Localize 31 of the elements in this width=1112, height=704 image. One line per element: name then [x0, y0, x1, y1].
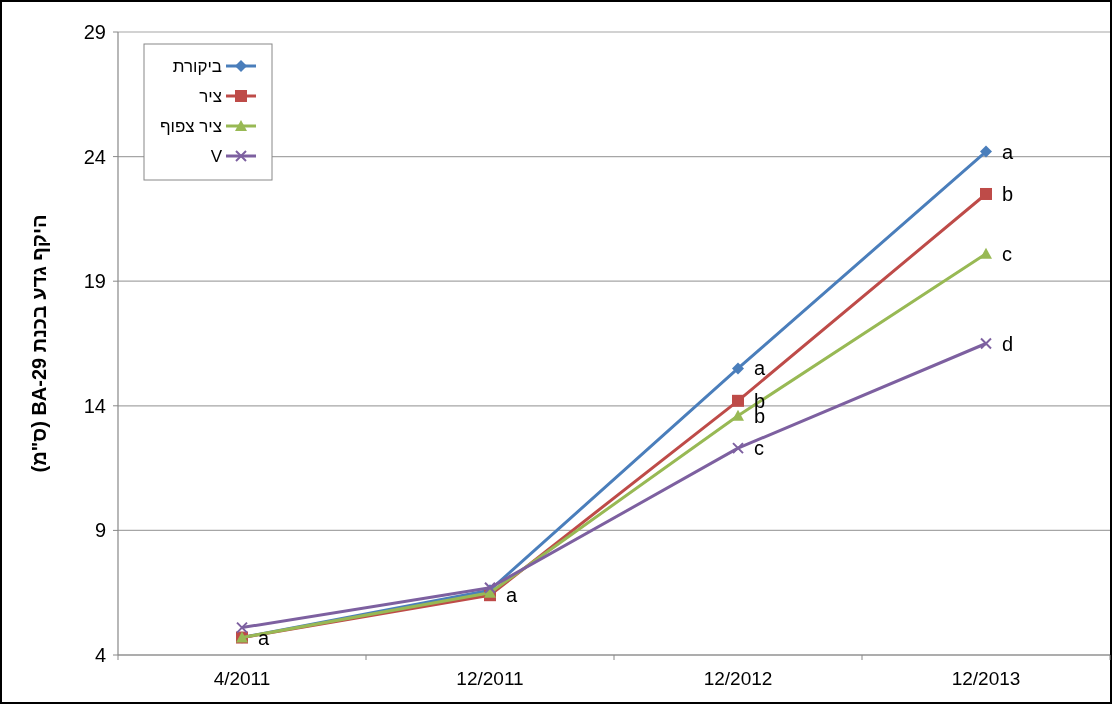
point: [732, 409, 744, 421]
point: [980, 187, 992, 200]
y-tick-label: 14: [83, 394, 106, 417]
x-tick-label: 12/2012: [703, 668, 773, 689]
legend-label: ציר צפוף: [159, 117, 222, 136]
annotation: d: [1002, 332, 1014, 355]
legend-label: ציר: [199, 87, 222, 106]
y-tick-label: 19: [83, 270, 106, 293]
y-axis-title: היקף גדע בכנת BA-29 (ס"מ): [28, 214, 50, 473]
legend-label: V: [210, 147, 223, 166]
y-tick-label: 9: [94, 519, 106, 542]
annotation: a: [1002, 140, 1014, 163]
point: [236, 621, 248, 634]
annotation: a: [754, 357, 766, 380]
x-tick-label: 12/2011: [456, 668, 524, 689]
point: [732, 442, 744, 455]
y-tick-label: 4: [94, 644, 106, 666]
y-tick-label: 24: [83, 145, 106, 168]
y-tick-label: 29: [83, 21, 106, 43]
legend-label: ביקורת: [172, 57, 222, 76]
annotation: a: [506, 584, 518, 607]
annotation: c: [1002, 242, 1012, 265]
x-tick-label: 12/2013: [951, 668, 1021, 689]
x-tick-label: 4/2011: [213, 668, 271, 689]
annotation: b: [1002, 182, 1014, 205]
point: [980, 337, 992, 350]
annotation: c: [754, 437, 764, 460]
point: [980, 145, 992, 158]
point: [732, 362, 744, 375]
point: [732, 394, 744, 407]
point: [980, 247, 992, 259]
